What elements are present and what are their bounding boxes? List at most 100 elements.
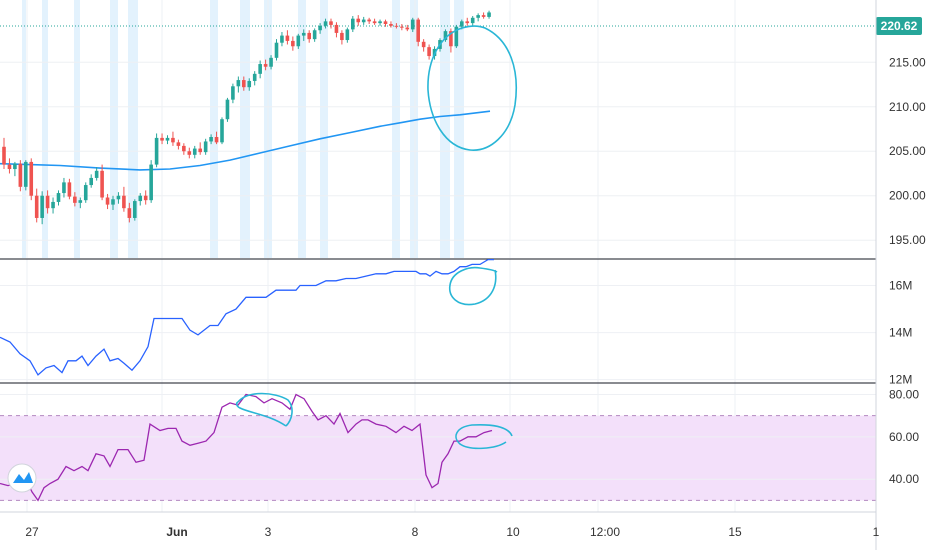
candle-body <box>416 19 420 42</box>
highlight-band <box>240 0 250 258</box>
candle-body <box>465 21 470 24</box>
candle-body <box>345 29 350 41</box>
annotation-circle-rsi-peak <box>235 392 293 427</box>
candle-body <box>116 195 121 200</box>
highlight-band <box>74 0 80 258</box>
candle-body <box>460 21 464 27</box>
highlight-band <box>392 0 400 258</box>
candle-body <box>231 86 235 100</box>
rsi-band <box>0 415 876 501</box>
highlight-band <box>454 0 464 258</box>
candle-body <box>334 24 339 33</box>
highlight-band <box>298 0 306 258</box>
time-tick-label: 10 <box>506 525 520 539</box>
candle-body <box>291 40 295 47</box>
candles <box>2 10 491 225</box>
candle-body <box>400 26 404 28</box>
rsi-tick-label: 60.00 <box>889 430 919 444</box>
candle-body <box>203 141 208 153</box>
candle-body <box>198 148 202 153</box>
candle-body <box>443 31 448 41</box>
rsi-tick-label: 40.00 <box>889 472 919 486</box>
annotation-circle-volume <box>449 266 498 306</box>
candle-body <box>2 146 6 165</box>
candle-body <box>154 137 159 165</box>
time-tick-label: 15 <box>728 525 742 539</box>
candle-body <box>378 21 382 24</box>
candle-body <box>100 170 104 198</box>
candle-body <box>263 64 268 67</box>
rsi-line <box>0 393 493 502</box>
highlight-band <box>320 0 328 258</box>
annotation-circle-price <box>427 25 517 151</box>
indicator-line <box>0 258 494 376</box>
indicator-grid <box>0 285 876 381</box>
candle-body <box>160 137 164 141</box>
last-price-label: 220.62 <box>881 19 918 33</box>
candle-body <box>274 42 279 58</box>
rsi-grid <box>0 393 876 501</box>
moving-average-line <box>0 110 491 171</box>
candle-body <box>307 32 311 40</box>
candle-body <box>149 164 153 201</box>
candle-body <box>45 195 50 209</box>
candle-body <box>214 137 219 143</box>
candle-body <box>236 80 241 87</box>
price-axis: 215.00 210.00 205.00 200.00 195.00 <box>889 55 926 247</box>
candle-body <box>143 195 148 201</box>
highlight-band <box>128 0 138 258</box>
candle-body <box>182 145 186 152</box>
candle-body <box>367 19 371 22</box>
candle-body <box>301 32 306 36</box>
indicator-tick-label: 16M <box>889 279 912 293</box>
candle-body <box>209 137 213 142</box>
candle-body <box>476 15 480 18</box>
candle-body <box>361 19 366 23</box>
last-price-badge <box>876 17 922 35</box>
candle-body <box>487 12 491 17</box>
highlight-band <box>110 0 118 258</box>
candle-body <box>105 197 110 205</box>
logo-mountain-icon <box>13 472 33 483</box>
price-tick-label: 215.00 <box>889 55 926 69</box>
candle-body <box>481 15 486 17</box>
candle-body <box>242 80 246 88</box>
candle-body <box>111 199 115 205</box>
candle-body <box>329 21 333 25</box>
price-tick-label: 210.00 <box>889 100 926 114</box>
candle-body <box>296 35 301 47</box>
candle-body <box>252 73 257 81</box>
time-tick-label: 8 <box>412 525 419 539</box>
candle-body <box>62 182 66 194</box>
indicator-tick-label: 12M <box>889 373 912 387</box>
candle-body <box>83 185 88 201</box>
price-tick-label: 195.00 <box>889 233 926 247</box>
candle-body <box>34 195 39 218</box>
candle-body <box>29 161 34 196</box>
candle-body <box>122 195 126 209</box>
candle-body <box>56 193 61 202</box>
candle-body <box>356 18 361 23</box>
candle-body <box>427 47 431 57</box>
candle-body <box>454 26 459 47</box>
candle-body <box>383 21 388 25</box>
candle-body <box>280 35 284 43</box>
candle-body <box>73 196 77 203</box>
time-tick-label: 3 <box>265 525 272 539</box>
time-tick-label: Jun <box>166 525 187 539</box>
highlight-band <box>440 0 450 258</box>
candle-body <box>165 137 170 141</box>
candle-body <box>187 151 192 155</box>
annotation-circle-rsi-end <box>455 423 513 450</box>
candle-body <box>13 163 17 170</box>
candle-body <box>18 163 23 187</box>
highlight-band <box>410 0 418 258</box>
indicator-tick-label: 14M <box>889 326 912 340</box>
candle-body <box>372 21 377 24</box>
time-tick-label: 12:00 <box>590 525 620 539</box>
candle-body <box>470 17 475 24</box>
candle-body <box>40 195 44 218</box>
candle-body <box>225 99 230 120</box>
highlight-band <box>22 0 26 258</box>
